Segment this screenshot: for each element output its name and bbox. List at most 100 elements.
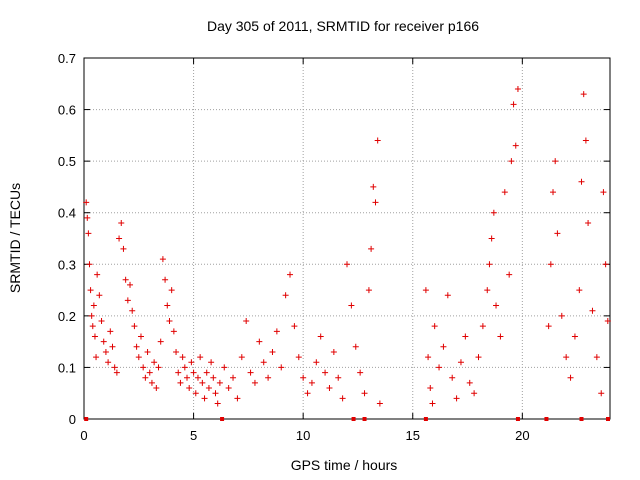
data-point [484, 287, 491, 294]
data-point [330, 348, 337, 355]
data-point [427, 385, 434, 392]
data-point [146, 369, 153, 376]
data-point [212, 390, 219, 397]
data-point [422, 287, 429, 294]
data-point [508, 158, 515, 165]
data-point [86, 261, 93, 268]
data-point [361, 390, 368, 397]
data-point [251, 379, 258, 386]
data-point [124, 297, 131, 304]
data-point [93, 354, 100, 361]
y-axis: 0 0.1 0.2 0.3 0.4 0.5 0.6 0.7 [58, 51, 610, 427]
data-point [216, 379, 223, 386]
data-point [374, 137, 381, 144]
data-point [589, 307, 596, 314]
data-point [585, 220, 592, 227]
data-points [83, 85, 611, 421]
data-point [278, 364, 285, 371]
y-tick-label: 0.2 [58, 309, 76, 324]
data-point [203, 369, 210, 376]
data-point [118, 220, 125, 227]
data-point [83, 199, 90, 206]
y-tick-label: 0 [69, 412, 76, 427]
grid-lines [84, 58, 610, 419]
data-point [344, 261, 350, 268]
x-tick-label: 10 [296, 428, 310, 443]
data-point [368, 245, 375, 252]
data-point [567, 374, 574, 381]
data-point [166, 318, 173, 325]
data-point [444, 292, 451, 299]
data-point [475, 354, 482, 361]
data-point [192, 390, 199, 397]
data-point [140, 364, 147, 371]
y-tick-label: 0.1 [58, 360, 76, 375]
data-point [102, 348, 109, 355]
data-point [436, 364, 443, 371]
data-point [238, 354, 245, 361]
data-point [313, 359, 320, 366]
data-point [184, 374, 191, 381]
data-point [85, 230, 92, 237]
data-point [269, 348, 276, 355]
x-axis: 0 5 10 15 20 [80, 58, 530, 443]
data-point [295, 354, 302, 361]
data-point [365, 287, 372, 294]
data-point [107, 328, 114, 335]
data-point [453, 395, 460, 402]
y-tick-label: 0.5 [58, 154, 76, 169]
data-point [326, 385, 333, 392]
data-point [370, 183, 377, 190]
data-point [335, 374, 342, 381]
data-point [89, 323, 96, 330]
data-point [552, 158, 559, 165]
data-point [109, 343, 116, 350]
data-point [168, 287, 175, 294]
y-tick-label: 0.6 [58, 103, 76, 118]
data-point [429, 400, 436, 407]
data-point [162, 276, 169, 283]
data-point [466, 379, 473, 386]
x-axis-label: GPS time / hours [291, 457, 398, 473]
data-point [170, 328, 177, 335]
data-point [225, 385, 232, 392]
data-point [96, 292, 103, 299]
data-point [600, 189, 607, 196]
data-point [91, 333, 98, 340]
data-point [260, 359, 267, 366]
data-point [127, 281, 134, 288]
data-point [153, 385, 160, 392]
chart-title: Day 305 of 2011, SRMTID for receiver p16… [207, 18, 479, 34]
data-point [135, 354, 142, 361]
data-point [151, 359, 158, 366]
data-point [113, 369, 120, 376]
data-point [199, 379, 206, 386]
data-point [545, 323, 552, 330]
data-point [100, 338, 107, 345]
data-point [571, 333, 578, 340]
y-axis-label: SRMTID / TECUs [7, 183, 23, 293]
data-point [431, 323, 438, 330]
x-tick-label: 5 [190, 428, 197, 443]
data-point [133, 343, 140, 350]
data-point [308, 379, 315, 386]
data-point [208, 359, 215, 366]
data-point [157, 338, 164, 345]
y-tick-label: 0.4 [58, 206, 76, 221]
data-point [512, 142, 519, 149]
data-point [221, 364, 228, 371]
data-point [471, 390, 478, 397]
data-point [90, 302, 97, 309]
data-point [376, 400, 383, 407]
data-point [462, 333, 469, 340]
plot-frame [83, 57, 611, 420]
data-point [510, 101, 517, 108]
data-point [493, 302, 500, 309]
data-point [282, 292, 289, 299]
data-point [131, 323, 138, 330]
x-tick-label: 15 [406, 428, 420, 443]
data-point [120, 245, 127, 252]
data-point [479, 323, 486, 330]
zero-point [423, 417, 428, 421]
